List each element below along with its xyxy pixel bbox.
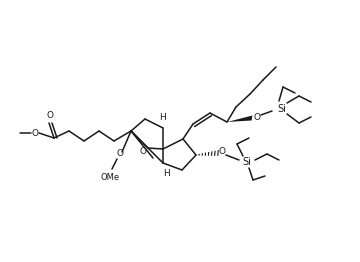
Polygon shape: [227, 116, 252, 122]
Text: Si: Si: [278, 104, 287, 114]
Text: Si: Si: [243, 157, 251, 167]
Text: OMe: OMe: [100, 172, 120, 182]
Text: H: H: [159, 113, 165, 123]
Text: O: O: [140, 146, 147, 156]
Text: O: O: [219, 148, 225, 156]
Text: H: H: [163, 170, 169, 178]
Text: O: O: [46, 112, 54, 121]
Text: O: O: [117, 150, 123, 159]
Text: O: O: [32, 128, 39, 138]
Text: O: O: [253, 112, 261, 122]
